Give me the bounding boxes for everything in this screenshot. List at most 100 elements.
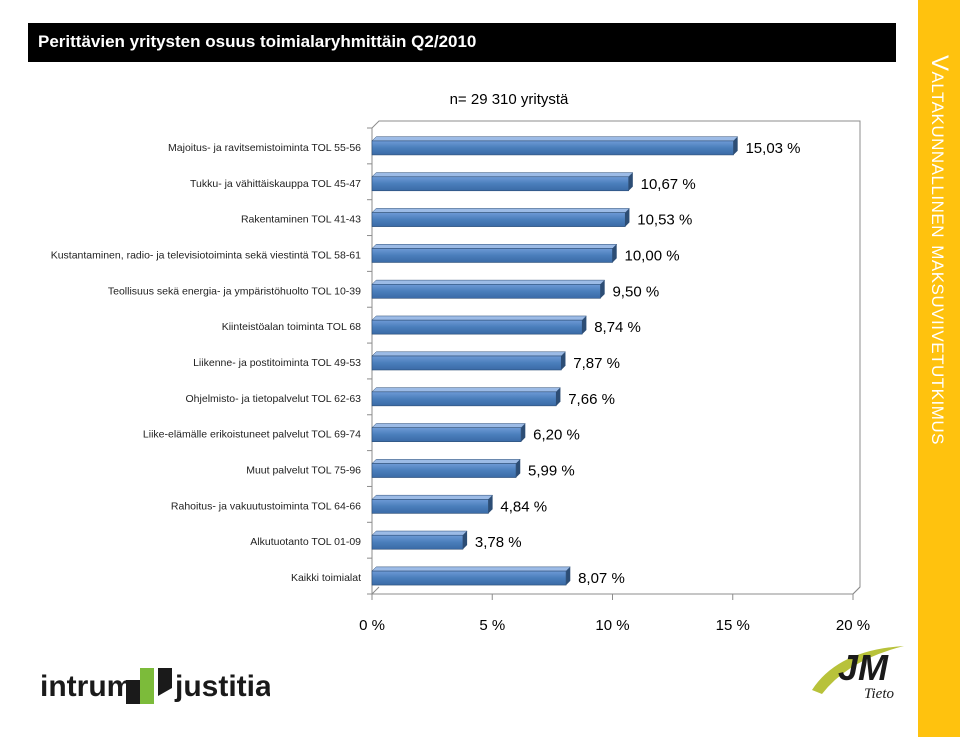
bar-top bbox=[371, 566, 571, 572]
intrum-justitia-logo: intrum justitia bbox=[40, 668, 270, 704]
logo-emblem-icon bbox=[126, 668, 172, 704]
value-label: 8,07 % bbox=[578, 570, 625, 587]
bar-front bbox=[371, 355, 562, 371]
category-labels: Majoitus- ja ravitsemistoiminta TOL 55-5… bbox=[51, 142, 361, 584]
bar bbox=[371, 566, 571, 586]
bar-top bbox=[371, 459, 521, 464]
bar-side bbox=[600, 280, 605, 299]
floor-edge bbox=[371, 586, 380, 595]
value-label: 7,87 % bbox=[573, 355, 620, 372]
jm-tieto-logo: JM Tieto bbox=[812, 646, 904, 702]
bar-side bbox=[612, 244, 617, 263]
category-label: Majoitus- ja ravitsemistoiminta TOL 55-5… bbox=[168, 142, 361, 154]
category-label: Liike-elämälle erikoistuneet palvelut TO… bbox=[143, 429, 361, 441]
value-label: 5,99 % bbox=[528, 463, 575, 480]
bar-side bbox=[516, 459, 521, 478]
logo-intrum-right: justitia bbox=[174, 670, 270, 703]
value-label: 10,00 % bbox=[625, 247, 680, 264]
category-label: Kiinteistöalan toiminta TOL 68 bbox=[222, 321, 361, 333]
x-tick-label: 5 % bbox=[479, 617, 505, 634]
bar-front bbox=[371, 463, 517, 478]
bar-chart: n= 29 310 yritystä Majoitus- ja ravitsem… bbox=[51, 91, 870, 634]
value-label: 6,20 % bbox=[533, 427, 580, 444]
bar-top bbox=[371, 208, 631, 213]
bar-side bbox=[625, 208, 630, 227]
category-label: Rahoitus- ja vakuutustoiminta TOL 64-66 bbox=[171, 500, 361, 512]
bars-group bbox=[371, 136, 739, 586]
bar bbox=[371, 351, 567, 371]
bar-top bbox=[371, 494, 494, 500]
value-labels: 15,03 % 10,67 % 10,53 % 10,00 % 9,50 % 8,74 %… bbox=[475, 140, 801, 587]
category-label: Muut palvelut TOL 75-96 bbox=[246, 465, 361, 477]
category-label: Kaikki toimialat bbox=[291, 572, 361, 584]
logo-jm-word: JM bbox=[838, 647, 889, 688]
category-label: Liikenne- ja postitoiminta TOL 49-53 bbox=[193, 357, 361, 369]
category-label: Ohjelmisto- ja tietopalvelut TOL 62-63 bbox=[186, 393, 362, 405]
bar-front bbox=[371, 284, 601, 299]
bar-front bbox=[371, 499, 489, 514]
category-label: Tukku- ja vähittäiskauppa TOL 45-47 bbox=[190, 178, 361, 190]
bar bbox=[371, 136, 739, 156]
bar-top bbox=[371, 530, 468, 536]
bar-top bbox=[371, 351, 567, 357]
bar-front bbox=[371, 427, 522, 442]
bar-side bbox=[556, 387, 561, 406]
bar bbox=[371, 423, 526, 442]
bar-front bbox=[371, 391, 557, 407]
bar-side bbox=[733, 136, 738, 155]
bar-top bbox=[371, 423, 526, 428]
side-strip-text: Valtakunnallinen maksuviivetutkimus bbox=[926, 54, 953, 446]
bar-side bbox=[582, 315, 587, 335]
bar-front bbox=[371, 212, 626, 227]
bar-top bbox=[371, 387, 562, 393]
bar-side bbox=[488, 495, 493, 514]
bar-top bbox=[371, 136, 739, 142]
bar-front bbox=[371, 534, 464, 550]
bar-top bbox=[371, 172, 634, 178]
bar-front bbox=[371, 319, 583, 335]
x-axis-ticks: 0 % 5 % 10 % 15 % 20 % bbox=[359, 594, 870, 634]
value-label: 3,78 % bbox=[475, 534, 522, 551]
value-label: 10,67 % bbox=[641, 176, 696, 193]
logo-intrum-left: intrum bbox=[40, 670, 133, 703]
bar-top bbox=[371, 279, 606, 285]
logo-jm-sub: Tieto bbox=[864, 686, 895, 702]
logo-swoosh-icon bbox=[812, 646, 904, 694]
bar-front bbox=[371, 570, 567, 586]
chart-annotation: n= 29 310 yritystä bbox=[450, 91, 569, 108]
bar bbox=[371, 494, 494, 514]
side-strip: Valtakunnallinen maksuviivetutkimus bbox=[918, 0, 960, 737]
bar bbox=[371, 459, 521, 478]
bar-front bbox=[371, 248, 613, 263]
title-bar: Perittävien yritysten osuus toimialaryhm… bbox=[28, 23, 896, 62]
x-tick-label: 10 % bbox=[595, 617, 629, 634]
value-label: 4,84 % bbox=[500, 498, 547, 515]
bar-top bbox=[371, 244, 618, 249]
bar-side bbox=[561, 351, 566, 370]
bar-front bbox=[371, 176, 629, 192]
category-label: Teollisuus sekä energia- ja ympäristöhuo… bbox=[108, 285, 361, 297]
x-axis-line bbox=[372, 586, 861, 595]
x-tick-label: 0 % bbox=[359, 617, 385, 634]
value-label: 9,50 % bbox=[612, 283, 659, 300]
bar-side bbox=[566, 566, 571, 586]
bar bbox=[371, 244, 618, 263]
bar-side bbox=[628, 172, 633, 191]
value-label: 7,66 % bbox=[568, 391, 615, 408]
bar-top bbox=[371, 315, 588, 321]
value-label: 10,53 % bbox=[637, 212, 692, 229]
bar bbox=[371, 530, 468, 550]
bar-side bbox=[462, 531, 468, 550]
page-title: Perittävien yritysten osuus toimialaryhm… bbox=[38, 32, 477, 51]
category-label: Rakentaminen TOL 41-43 bbox=[241, 214, 361, 226]
value-label: 8,74 % bbox=[594, 319, 641, 336]
bar bbox=[371, 279, 606, 299]
bar-front bbox=[371, 140, 734, 156]
value-label: 15,03 % bbox=[745, 140, 800, 157]
bar bbox=[371, 208, 631, 227]
bar bbox=[371, 387, 562, 407]
category-label: Kustantaminen, radio- ja televisiotoimin… bbox=[51, 249, 361, 261]
bar bbox=[371, 172, 634, 192]
x-tick-label: 15 % bbox=[716, 617, 750, 634]
bar-side bbox=[521, 423, 526, 442]
